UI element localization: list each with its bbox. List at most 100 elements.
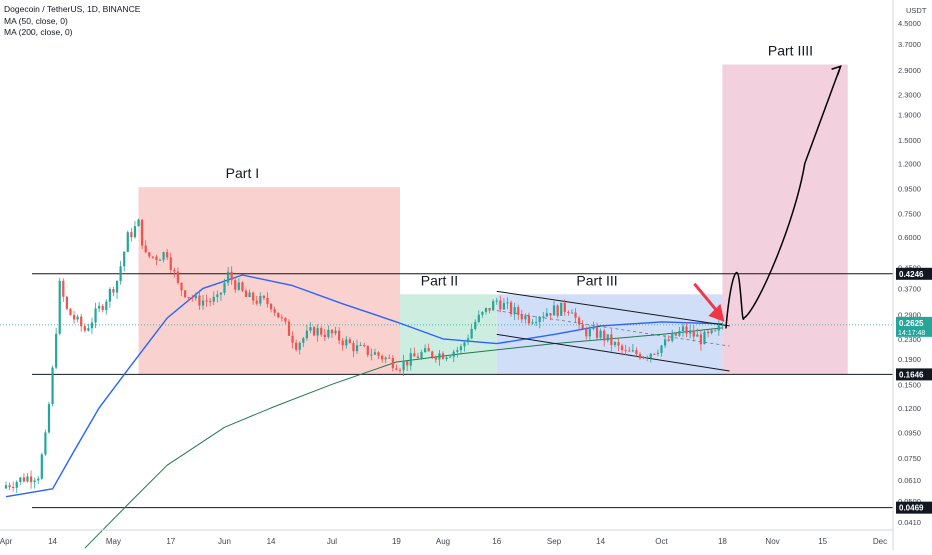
level-price-label: 0.4246 [899,270,924,279]
time-tick-label: Aug [436,537,450,546]
candle [334,330,337,334]
candle [488,307,491,311]
candle [8,485,11,488]
candle [22,477,26,482]
time-tick-label: 15 [818,537,827,546]
candle [492,301,495,311]
price-tick-label: 0.0500 [898,497,921,506]
candle [273,309,276,313]
candle [653,353,656,355]
candle [624,350,627,352]
candle [678,331,681,336]
candle [474,321,477,330]
candle [595,327,599,338]
candle [685,326,688,334]
candle [620,345,624,351]
level-price-tag [896,501,932,514]
candle [660,345,663,353]
time-tick-label: Nov [765,537,779,546]
candle [33,480,36,483]
candle [230,271,233,281]
candle [262,295,266,298]
candle [44,432,47,455]
candle [105,301,108,311]
zone-box-2 [400,294,497,375]
time-tick-label: Jul [327,537,337,546]
candle [287,321,291,336]
candle [323,334,326,338]
zone-label-1: Part I [226,165,259,181]
candle [663,339,667,346]
candle [237,282,240,290]
candle [19,477,22,483]
candle [416,356,420,359]
zone-label-2: Part II [421,272,458,288]
price-tick-label: 0.7500 [898,209,921,218]
candle [62,280,65,297]
price-tick-label: 0.1500 [898,380,921,389]
candle [194,295,197,299]
candle [427,348,430,352]
candle [545,313,548,317]
candle [606,334,609,341]
candle [380,355,384,360]
zone-box-4 [722,64,848,375]
candle [280,317,283,319]
candle [452,351,455,357]
candle [581,324,584,329]
candle [402,360,405,371]
price-tick-label: 0.1200 [898,404,921,413]
price-tick-label: 1.9000 [898,111,921,120]
candle [173,269,176,272]
candle [527,315,531,324]
candle [531,322,534,324]
candle [216,294,219,297]
ma50-legend[interactable]: MA (50, close, 0) [4,15,68,26]
candle [481,311,484,315]
current-price-tag [896,316,932,337]
candle [90,322,94,329]
candle [40,454,43,479]
candle [223,282,226,293]
candle [699,334,703,345]
candle [703,331,706,345]
candle [255,300,258,304]
candle [348,339,351,344]
candle [617,342,620,346]
countdown-label: 14:17:48 [898,330,925,337]
candle [391,358,394,369]
candle [710,330,713,334]
time-tick-label: Jun [218,537,231,546]
candle [162,252,165,260]
time-tick-label: Apr [0,537,13,546]
candle [55,333,58,368]
candle [520,314,523,320]
zone-box-3 [496,294,723,375]
candle [423,348,427,353]
price-tick-label: 0.9500 [898,184,921,193]
price-tick-label: 0.2900 [898,310,921,319]
candle [674,333,677,336]
zone-label-4: Part IIII [768,42,813,58]
candle [269,303,273,310]
candle [588,328,591,337]
time-tick-label: 14 [48,537,57,546]
candle [166,252,169,258]
candle [499,300,502,310]
candle [58,280,61,334]
candle [141,219,144,246]
candle [119,266,122,281]
candle [316,328,319,336]
symbol-title[interactable]: Dogecoin / TetherUS, 1D, BINANCE [4,4,141,14]
price-tick-label: 0.0410 [898,518,921,527]
ma200-legend[interactable]: MA (200, close, 0) [4,27,73,37]
candle [359,345,362,347]
candle [721,325,724,327]
candle [638,354,642,359]
candle [431,351,434,358]
channel-layer [496,290,730,372]
candle [241,282,244,291]
candle [51,367,54,405]
